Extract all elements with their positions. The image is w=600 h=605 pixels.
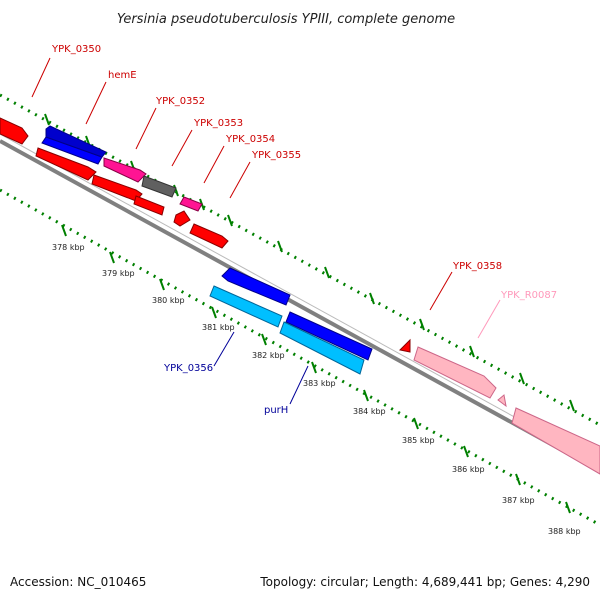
leader-ypk-0356 <box>213 331 235 367</box>
scale-label: 382 kbp <box>252 351 285 360</box>
gene-ypk-0350-arrow[interactable] <box>0 117 29 145</box>
genome-backbone <box>0 139 600 473</box>
scale-label: 381 kbp <box>202 323 235 332</box>
label-ypk-0353[interactable]: YPK_0353 <box>193 118 243 129</box>
gene-ypk-0354-box[interactable] <box>179 196 203 212</box>
outer-major-tick <box>324 266 330 279</box>
label-ypk-0358[interactable]: YPK_0358 <box>452 261 502 272</box>
label-leaders <box>31 57 501 405</box>
genome-summary-text: Topology: circular; Length: 4,689,441 bp… <box>259 575 590 589</box>
scale-label: 388 kbp <box>548 527 581 536</box>
inner-major-tick <box>261 333 267 346</box>
inner-major-tick <box>159 278 165 291</box>
accession-text: Accession: NC_010465 <box>10 575 146 589</box>
outer-major-tick <box>569 399 575 412</box>
outer-major-tick <box>277 240 283 253</box>
label-ypk-0355[interactable]: YPK_0355 <box>251 150 301 161</box>
leader-ypk-0355 <box>229 161 251 199</box>
gene-blue-box-2[interactable] <box>285 311 373 361</box>
gene-red-arrow-a[interactable] <box>35 147 97 181</box>
scale-label: 386 kbp <box>452 465 485 474</box>
outer-major-tick <box>519 372 525 385</box>
outer-major-tick <box>173 184 179 197</box>
inner-major-tick <box>109 251 115 264</box>
gene-red-arrow-e[interactable] <box>189 223 229 249</box>
gene-blue-arrow-1[interactable] <box>221 267 291 306</box>
inner-major-tick <box>311 361 317 374</box>
inner-major-tick <box>211 306 217 319</box>
gene-red-box-c[interactable] <box>133 195 165 216</box>
label-heme[interactable]: hemE <box>108 70 137 81</box>
inner-major-tick <box>565 501 571 514</box>
outer-major-tick <box>419 318 425 331</box>
inner-major-tick <box>463 445 469 458</box>
gene-ypk-0352-arrow[interactable] <box>103 157 147 183</box>
label-ypk-0352[interactable]: YPK_0352 <box>155 96 205 107</box>
scale-label: 385 kbp <box>402 436 435 445</box>
gene-heme-arrow-top <box>45 125 107 158</box>
label-ypk-0350[interactable]: YPK_0350 <box>51 44 101 55</box>
map-title: Yersinia pseudotuberculosis YPIII, compl… <box>117 12 455 27</box>
label-purh[interactable]: purH <box>264 405 288 416</box>
gene-ypk-0356-box[interactable] <box>209 285 283 328</box>
gene-ypk-0353-box[interactable] <box>141 175 177 198</box>
leader-ypk-0350 <box>31 57 51 98</box>
gene-ypk-0358-marker[interactable] <box>398 338 411 353</box>
leader-purh <box>289 365 309 405</box>
gene-pink-long-arrow[interactable] <box>511 407 600 475</box>
scale-label: 378 kbp <box>52 243 85 252</box>
outer-major-tick <box>44 113 50 126</box>
outer-major-tick <box>369 292 375 305</box>
label-ypk-0356[interactable]: YPK_0356 <box>163 363 213 374</box>
label-ypk-r0087[interactable]: YPK_R0087 <box>500 290 557 301</box>
scale-labels: 378 kbp 379 kbp 380 kbp 381 kbp 382 kbp … <box>52 243 581 536</box>
outer-major-tick <box>469 345 475 358</box>
outer-major-tick <box>227 214 233 227</box>
gene-ypk-0355-arrow[interactable] <box>173 210 191 227</box>
leader-ypk-0354 <box>203 145 225 184</box>
gene-labels: YPK_0350 hemE YPK_0352 YPK_0353 YPK_0354… <box>51 44 557 416</box>
scale-label: 384 kbp <box>353 407 386 416</box>
inner-major-ticks <box>61 224 571 514</box>
leader-ypk-0352 <box>135 107 157 150</box>
scale-label: 379 kbp <box>102 269 135 278</box>
leader-ypk-r0087 <box>477 299 501 339</box>
leader-ypk-0358 <box>429 271 453 311</box>
inner-major-tick <box>413 417 419 430</box>
gene-ypk-r0087-arrow[interactable] <box>413 346 497 399</box>
inner-major-tick <box>61 224 67 237</box>
inner-major-tick <box>515 473 521 486</box>
leader-ypk-0353 <box>171 129 193 167</box>
leader-heme <box>85 81 107 125</box>
scale-label: 383 kbp <box>303 379 336 388</box>
gene-purh-box[interactable] <box>279 321 365 375</box>
gene-pink-small-marker[interactable] <box>497 394 507 408</box>
inner-major-tick <box>363 389 369 402</box>
label-ypk-0354[interactable]: YPK_0354 <box>225 134 275 145</box>
inner-tick-track <box>0 188 600 527</box>
scale-label: 380 kbp <box>152 296 185 305</box>
scale-label: 387 kbp <box>502 496 535 505</box>
genome-backbone-inner <box>0 133 600 465</box>
